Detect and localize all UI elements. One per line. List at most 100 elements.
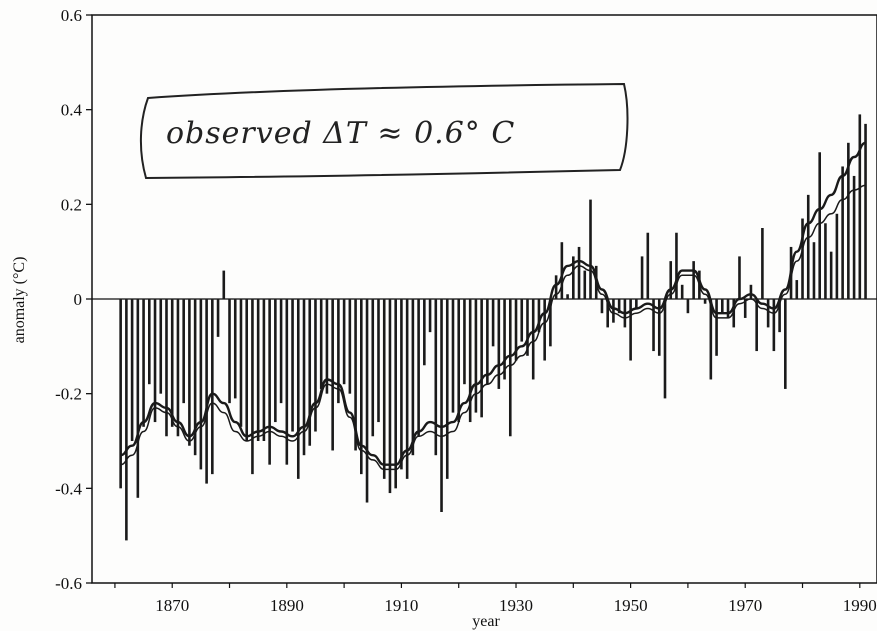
bar: [806, 194, 810, 299]
bar: [531, 299, 535, 380]
x-tick-label: 1870: [155, 596, 189, 615]
bar: [405, 299, 409, 479]
bar: [411, 299, 415, 456]
bar: [279, 299, 283, 404]
y-tick-label: 0.4: [61, 101, 83, 120]
bar: [583, 270, 587, 299]
bar: [635, 299, 638, 309]
smoothed-line-upper: [120, 141, 866, 466]
bar: [445, 299, 449, 479]
bar: [457, 299, 461, 423]
bar: [188, 299, 191, 446]
bar: [669, 261, 673, 299]
bar: [337, 299, 340, 404]
bar: [726, 299, 730, 318]
bar: [640, 256, 644, 299]
bar: [417, 299, 420, 437]
bar: [766, 299, 770, 328]
bar: [497, 299, 501, 389]
y-tick-label: -0.4: [55, 479, 82, 498]
bar: [262, 299, 266, 441]
bar: [119, 299, 122, 489]
x-axis-title: year: [472, 613, 500, 630]
bar: [514, 299, 518, 361]
bar: [709, 299, 713, 380]
y-tick-label: 0: [74, 290, 83, 309]
smoothed-line-lower: [120, 184, 866, 471]
bar: [193, 299, 197, 456]
bar: [600, 299, 604, 314]
bar: [818, 152, 822, 299]
bar: [159, 299, 163, 394]
bar: [463, 299, 466, 385]
bar: [285, 299, 289, 465]
bar: [302, 299, 306, 456]
bar: [211, 299, 214, 475]
bar: [319, 299, 323, 389]
bar: [686, 299, 690, 314]
bar: [325, 299, 329, 394]
bar: [743, 299, 747, 318]
bar: [646, 232, 650, 299]
bar: [784, 299, 787, 389]
y-axis: -0.6 -0.4 -0.2 0 0.2 0.4 0.6: [55, 6, 92, 593]
bar: [142, 299, 145, 427]
bar: [663, 299, 667, 399]
bar: [239, 299, 243, 427]
bar: [795, 280, 799, 299]
bar: [864, 123, 867, 299]
bar: [486, 299, 489, 385]
bar: [675, 232, 678, 299]
bar: [388, 299, 392, 494]
bar: [274, 299, 277, 423]
bar: [400, 299, 403, 470]
y-axis-title: anomaly (°C): [11, 257, 28, 344]
x-tick-label: 1970: [728, 596, 762, 615]
bar: [617, 299, 621, 314]
bar: [256, 299, 260, 441]
bar: [222, 270, 226, 299]
bar: [428, 299, 432, 333]
bar: [778, 299, 781, 333]
bar: [365, 299, 369, 503]
bar: [612, 299, 615, 323]
x-tick-label: 1950: [614, 596, 648, 615]
bar: [629, 299, 632, 361]
bar: [182, 299, 185, 404]
bar: [153, 299, 157, 423]
bar: [520, 299, 524, 342]
bar: [342, 299, 346, 385]
bar: [360, 299, 363, 475]
bar: [755, 299, 758, 352]
bar: [543, 299, 546, 361]
bar: [434, 299, 438, 456]
bar: [537, 299, 541, 333]
bar: [526, 299, 529, 356]
bar: [147, 299, 151, 385]
bar: [136, 299, 140, 498]
bar: [847, 142, 850, 299]
bar: [440, 299, 443, 512]
bar: [566, 294, 569, 299]
bar: [291, 299, 294, 432]
annotation-box: observed ΔT ≈ 0.6° C: [139, 82, 629, 180]
bar: [394, 299, 397, 489]
bar: [503, 299, 506, 380]
bar: [858, 114, 862, 300]
bar: [829, 251, 833, 299]
bar: [377, 299, 380, 423]
bar: [652, 299, 655, 352]
bar: [468, 299, 472, 423]
bar: [474, 299, 478, 413]
bar: [308, 299, 312, 446]
bar: [125, 299, 128, 541]
bar: [606, 299, 609, 328]
bar: [703, 299, 707, 304]
bar: [549, 299, 552, 347]
bar: [480, 299, 483, 418]
bar: [165, 299, 168, 437]
x-tick-label: 1890: [270, 596, 304, 615]
bar: [491, 299, 495, 347]
bar: [251, 299, 254, 475]
